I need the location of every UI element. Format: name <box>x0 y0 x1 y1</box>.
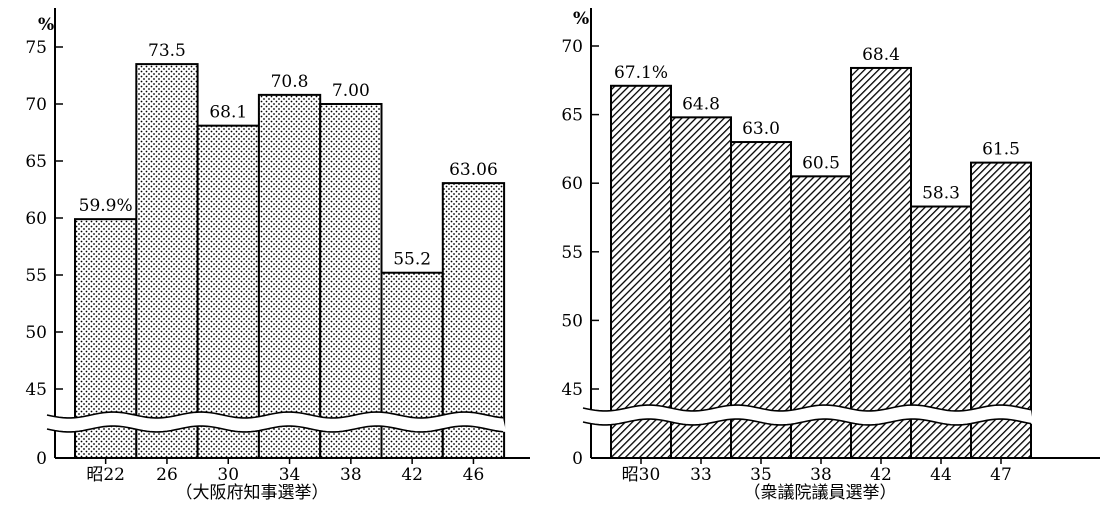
data-label: 63.06 <box>449 160 498 180</box>
category-label: 38 <box>340 465 362 485</box>
y-tick-label: 75 <box>25 38 47 58</box>
category-label: 34 <box>279 465 301 485</box>
y-tick-label: 45 <box>25 380 47 400</box>
data-label: 59.9% <box>79 196 133 216</box>
y-tick-label: 0 <box>36 449 47 469</box>
axis-break-line <box>46 411 504 419</box>
category-label: 47 <box>990 465 1012 485</box>
data-label: 70.8 <box>271 72 309 92</box>
category-label: 昭22 <box>86 465 125 485</box>
y-tick-label: 70 <box>561 37 583 57</box>
chart-caption: （大阪府知事選挙） <box>176 483 329 503</box>
data-label: 58.3 <box>922 184 960 204</box>
data-label: 64.8 <box>682 94 720 114</box>
y-tick-label: 65 <box>561 106 583 126</box>
axis-break-band <box>583 405 1033 425</box>
unit-label: % <box>573 9 589 29</box>
y-tick-label: 55 <box>561 243 583 263</box>
y-tick-label: 45 <box>561 380 583 400</box>
y-tick-label: 60 <box>25 209 47 229</box>
category-label: 33 <box>690 465 712 485</box>
y-tick-label: 70 <box>25 95 47 115</box>
data-label: 68.1 <box>209 103 247 123</box>
house-of-representatives-election-chart: 0 45 50 55 60 65 70% 67.1% 昭30 64.8 33 63.0 35 60.5 38… <box>561 8 1100 503</box>
bar <box>610 84 672 460</box>
bar <box>135 63 199 459</box>
chart-caption: （衆議院議員選挙） <box>744 483 897 503</box>
data-label: 63.0 <box>742 119 780 139</box>
y-tick-label: 0 <box>572 449 583 469</box>
bar <box>196 124 260 459</box>
data-label: 60.5 <box>802 153 840 173</box>
axis-break-line <box>582 418 1032 426</box>
data-label: 61.5 <box>982 140 1020 160</box>
category-label: 42 <box>401 465 423 485</box>
data-label: 67.1% <box>614 63 668 83</box>
bar <box>257 93 322 459</box>
axis-break-line <box>46 425 504 433</box>
y-tick-label: 50 <box>25 323 47 343</box>
y-tick-label: 60 <box>561 174 583 194</box>
bar <box>850 66 912 460</box>
category-label: 35 <box>750 465 772 485</box>
category-label: 26 <box>156 465 178 485</box>
data-label: 55.2 <box>393 250 431 270</box>
category-label: 昭30 <box>622 465 661 485</box>
axis-break-line <box>582 404 1032 412</box>
bar <box>319 103 383 459</box>
category-label: 38 <box>810 465 832 485</box>
category-label: 30 <box>217 465 239 485</box>
y-tick-label: 55 <box>25 266 47 286</box>
y-tick-label: 65 <box>25 152 47 172</box>
y-tick-label: 50 <box>561 311 583 331</box>
data-label: 73.5 <box>148 41 186 61</box>
data-label: 7.00 <box>332 81 370 101</box>
osaka-governor-election-chart: 0 45 50 55 60 65 70 75% 59.9% 昭22 73.5 26 68.1 30 70.8… <box>25 8 530 503</box>
category-label: 46 <box>463 465 485 485</box>
category-label: 42 <box>870 465 892 485</box>
category-label: 44 <box>930 465 952 485</box>
unit-label: % <box>38 15 54 35</box>
data-label: 68.4 <box>862 45 900 65</box>
